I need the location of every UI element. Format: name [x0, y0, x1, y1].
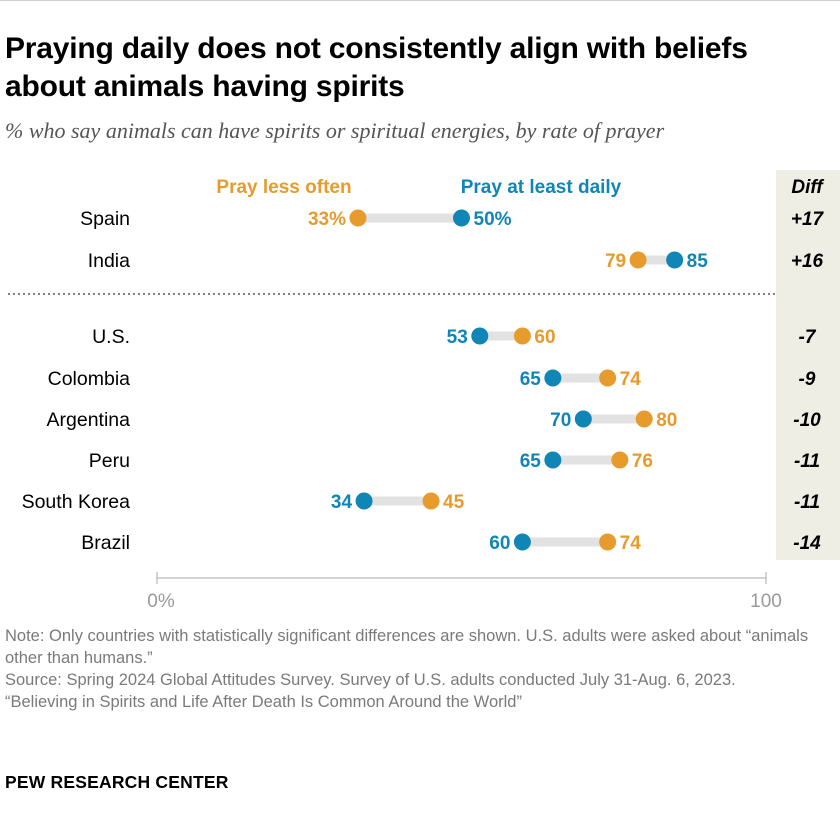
- legend-pray-less-often: Pray less often: [216, 177, 351, 198]
- dot-pray-less-often: [636, 411, 653, 428]
- dot-pray-at-least-daily: [575, 411, 592, 428]
- dot-pray-less-often: [349, 210, 366, 227]
- dot-pray-at-least-daily: [544, 370, 561, 387]
- dot-pray-at-least-daily: [453, 210, 470, 227]
- brand-name: PEW RESEARCH CENTER: [5, 772, 229, 793]
- value-label-pray-at-least-daily: 65: [520, 369, 542, 390]
- dot-pray-less-often: [423, 493, 440, 510]
- legend-pray-at-least-daily: Pray at least daily: [461, 177, 622, 198]
- value-label-pray-at-least-daily: 53: [447, 327, 468, 348]
- chart-title: Praying daily does not consistently alig…: [5, 30, 835, 106]
- diff-value: -11: [794, 492, 820, 513]
- value-label-pray-at-least-daily: 85: [687, 251, 709, 272]
- dot-pray-at-least-daily: [471, 328, 488, 345]
- diff-column-header: Diff: [791, 177, 824, 198]
- top-rule: [0, 0, 840, 1]
- country-label: Spain: [80, 208, 130, 230]
- country-label: Argentina: [47, 409, 131, 431]
- diff-value: +17: [791, 209, 825, 230]
- dot-pray-less-often: [630, 252, 647, 269]
- value-label-pray-less-often: 74: [620, 533, 642, 554]
- country-label: Peru: [89, 450, 130, 472]
- value-label-pray-less-often: 74: [620, 369, 642, 390]
- report-title-text: “Believing in Spirits and Life After Dea…: [5, 691, 835, 713]
- value-label-pray-at-least-daily: 70: [550, 410, 571, 431]
- x-axis-tick-label: 100: [750, 591, 782, 612]
- diff-value: -9: [799, 369, 816, 390]
- dot-plot-chart: Pray less often Pray at least daily Diff Sp…: [0, 160, 840, 620]
- diff-value: -10: [793, 410, 821, 431]
- country-label: U.S.: [92, 326, 130, 348]
- country-label: South Korea: [22, 491, 131, 513]
- value-label-pray-at-least-daily: 34: [331, 492, 353, 513]
- value-label-pray-less-often: 45: [443, 492, 465, 513]
- dot-pray-at-least-daily: [514, 534, 531, 551]
- value-label-pray-less-often: 80: [656, 410, 677, 431]
- chart-footer: Note: Only countries with statistically …: [5, 625, 835, 713]
- diff-value: +16: [791, 251, 824, 272]
- dot-pray-less-often: [611, 452, 628, 469]
- note-text: Note: Only countries with statistically …: [5, 625, 835, 669]
- value-label-pray-less-often: 76: [632, 451, 653, 472]
- dot-pray-less-often: [599, 534, 616, 551]
- dot-pray-at-least-daily: [666, 252, 683, 269]
- diff-value: -14: [793, 533, 821, 554]
- dot-pray-at-least-daily: [544, 452, 561, 469]
- value-label-pray-less-often: 33%: [308, 209, 346, 230]
- country-label: Colombia: [48, 368, 131, 390]
- dot-pray-less-often: [599, 370, 616, 387]
- diff-value: -7: [799, 327, 817, 348]
- value-label-pray-at-least-daily: 50%: [474, 209, 512, 230]
- x-axis-tick-label: 0%: [147, 591, 175, 612]
- diff-value: -11: [794, 451, 820, 472]
- value-label-pray-at-least-daily: 65: [520, 451, 542, 472]
- dot-pray-at-least-daily: [356, 493, 373, 510]
- value-label-pray-less-often: 60: [534, 327, 555, 348]
- country-label: Brazil: [81, 532, 130, 554]
- country-label: India: [88, 250, 130, 272]
- chart-subtitle: % who say animals can have spirits or sp…: [5, 118, 664, 144]
- value-label-pray-at-least-daily: 60: [489, 533, 510, 554]
- source-text: Source: Spring 2024 Global Attitudes Sur…: [5, 669, 835, 691]
- dot-pray-less-often: [514, 328, 531, 345]
- value-label-pray-less-often: 79: [605, 251, 626, 272]
